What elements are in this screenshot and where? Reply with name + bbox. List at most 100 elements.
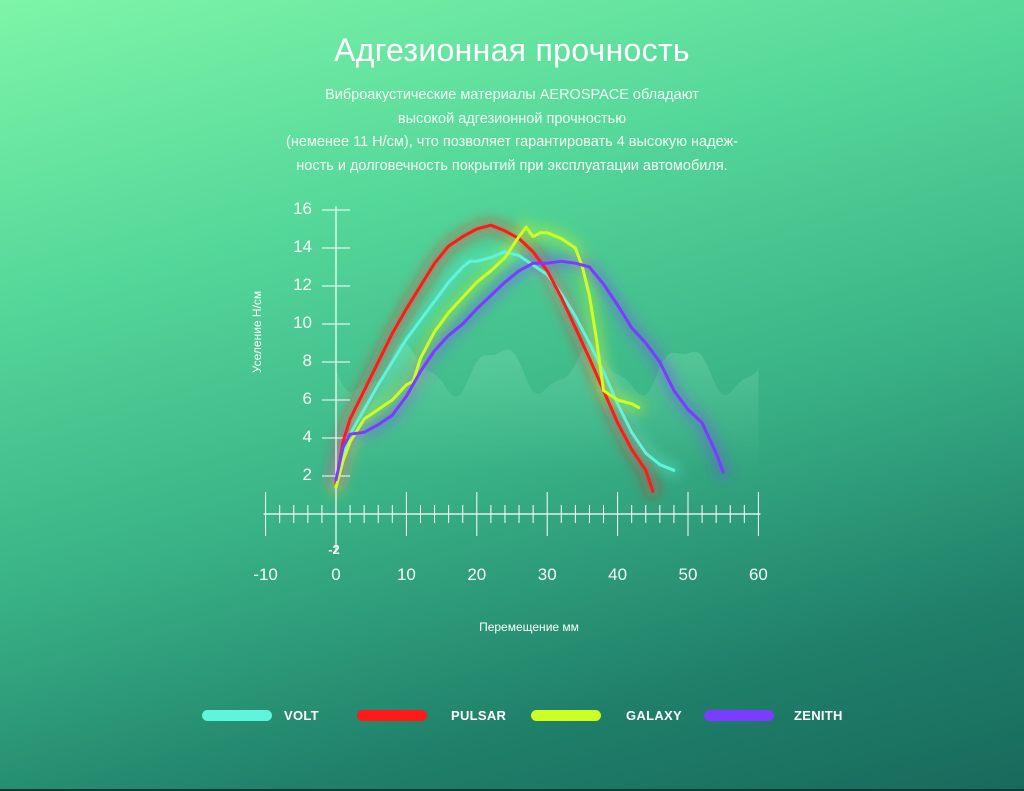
legend-label-pulsar: PULSAR [451,708,507,723]
data-point-zenith [722,471,725,474]
data-point-zenith [700,421,704,424]
y-tick-label: 2 [303,465,312,484]
data-point-zenith [363,431,366,434]
data-point-pulsar [447,244,450,248]
data-point-pulsar [531,250,535,253]
data-point-volt [602,370,605,373]
data-point-galaxy [517,235,521,238]
chart-axes: 2 4 6 8 10 12 14 16 -10 0 10 20 30 40 50 60 [253,199,768,584]
data-point-zenith [616,303,619,307]
data-point-zenith [391,414,394,417]
data-point-galaxy [363,417,366,421]
data-point-galaxy [531,235,535,238]
data-point-zenith [560,260,563,263]
data-point-galaxy [637,406,640,409]
page-title: Адгезионная прочность [334,32,690,68]
data-point-galaxy [630,402,633,405]
data-point-volt [517,254,521,257]
data-point-volt [405,338,408,341]
legend-label-volt: VOLT [284,708,319,723]
legend-swatch-pulsar [357,710,427,721]
legend-label-galaxy: GALAXY [626,708,682,723]
data-point-zenith [433,349,436,352]
data-point-zenith [658,360,661,364]
data-point-galaxy [341,459,345,462]
x-tick-label: 0 [331,565,340,584]
data-point-zenith [546,262,549,265]
y-tick-label: 14 [293,237,312,256]
data-point-pulsar [630,448,633,451]
background-wave [336,342,759,470]
data-point-zenith [715,452,718,455]
data-point-pulsar [348,417,352,421]
legend-swatch-zenith [704,710,774,721]
legend-swatch-galaxy [531,710,601,721]
data-point-pulsar [489,224,493,227]
data-point-pulsar [588,357,591,360]
y-tick-label: 4 [303,427,312,446]
data-point-zenith [377,423,380,426]
data-point-volt [419,319,422,322]
data-point-zenith [531,262,535,265]
data-point-galaxy [539,231,542,234]
description-line: высокой адгезионной прочностью [397,110,627,127]
page-description: Виброакустические материалы AEROSPACE об… [200,84,824,178]
data-point-zenith [475,307,478,310]
data-point-zenith [630,326,633,329]
data-point-zenith [341,446,345,449]
data-point-zenith [419,370,422,373]
y-tick-label: 12 [293,275,312,294]
data-point-zenith [489,294,493,297]
data-point-pulsar [546,269,549,272]
data-point-pulsar [560,296,563,299]
data-point-galaxy [489,269,493,272]
data-point-volt [644,452,647,455]
data-point-pulsar [461,235,464,238]
y-axis-label: Уселение Н/см [250,291,264,373]
x-tick-label: 20 [467,565,486,584]
data-point-zenith [517,269,521,272]
x-tick-label: 30 [538,565,557,584]
background-wave-decoration [336,342,759,470]
description-line: (неменее 11 Н/см), что позволяет гаранти… [285,134,739,150]
data-point-galaxy [574,246,577,250]
data-point-zenith [461,322,464,326]
data-point-zenith [602,282,605,286]
data-point-galaxy [405,383,408,386]
data-point-galaxy [475,281,478,284]
data-point-pulsar [419,284,422,288]
data-point-zenith [447,334,450,337]
data-point-pulsar [644,469,647,472]
data-point-galaxy [377,408,380,411]
adhesion-chart: 2 4 6 8 10 12 14 16 -10 0 10 20 30 40 50 60 Уселение Н/… [250,199,768,584]
data-point-pulsar [503,229,507,233]
data-point-galaxy [391,398,394,402]
data-point-volt [461,265,464,269]
y-min-label: -2 [328,542,340,557]
data-point-galaxy [588,294,591,297]
data-point-zenith [503,281,507,284]
data-point-pulsar [616,421,619,424]
data-point-galaxy [419,357,422,360]
data-point-galaxy [546,231,549,234]
x-tick-label: 10 [397,565,416,584]
data-point-pulsar [574,326,577,329]
x-tick-label: -10 [253,565,278,584]
data-point-volt [588,341,591,345]
data-point-galaxy [447,311,450,314]
x-tick-label: 60 [749,565,768,584]
data-point-volt [391,360,394,364]
data-point-volt [475,260,478,263]
data-point-galaxy [560,237,563,240]
data-point-volt [503,250,507,253]
x-tick-label: 40 [608,565,627,584]
data-point-galaxy [595,338,598,341]
data-point-galaxy [461,296,464,299]
data-point-volt [363,408,366,411]
data-point-pulsar [341,440,345,443]
data-point-zenith [334,478,338,481]
data-point-zenith [686,408,690,411]
data-point-volt [616,402,619,405]
data-point-galaxy [334,486,338,489]
series-lines [334,223,725,493]
